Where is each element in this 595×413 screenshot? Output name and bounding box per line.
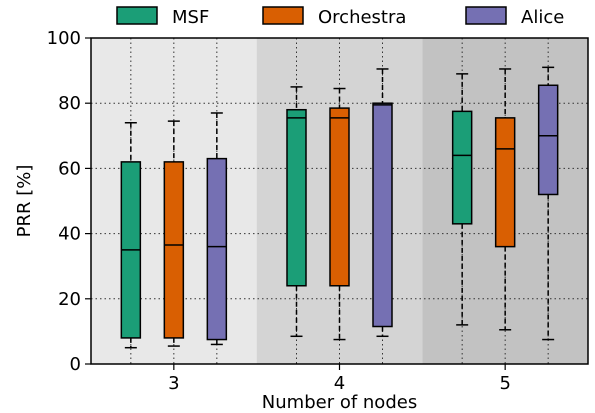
box-body <box>329 107 350 287</box>
box-body <box>451 110 473 225</box>
y-tick-label: 0 <box>70 354 81 375</box>
x-tick-label: 5 <box>499 373 510 394</box>
box-MSF-4 <box>286 86 307 338</box>
legend-swatch <box>116 6 158 25</box>
x-axis: 3 4 5 <box>168 364 511 394</box>
y-tick-label: 40 <box>58 224 81 245</box>
box-body <box>206 157 228 341</box>
x-tick-label: 3 <box>168 373 179 394</box>
legend-item-MSF: MSF <box>116 6 209 28</box>
y-axis-label: PRR [%] <box>14 165 35 238</box>
box-Orchestra-3 <box>163 120 185 347</box>
y-axis: 0 20 40 60 80 100 <box>47 28 91 375</box>
legend-label: MSF <box>172 7 209 28</box>
y-tick-label: 20 <box>58 289 81 310</box>
box-body <box>163 161 185 339</box>
y-tick-label: 60 <box>58 158 81 179</box>
box-Orchestra-4 <box>329 87 350 341</box>
legend-item-Orchestra: Orchestra <box>262 6 406 28</box>
legend-swatch <box>465 6 507 25</box>
box-body <box>494 117 516 248</box>
legend-label: Alice <box>521 7 564 28</box>
box-Orchestra-5 <box>494 68 516 331</box>
box-Alice-3 <box>206 112 228 346</box>
legend-label: Orchestra <box>318 7 406 28</box>
y-tick-label: 80 <box>58 93 81 114</box>
box-body <box>537 84 559 196</box>
legend-item-Alice: Alice <box>465 6 564 28</box>
box-Alice-5 <box>537 66 559 341</box>
box-MSF-3 <box>120 122 142 349</box>
legend: MSF Orchestra Alice <box>116 6 564 28</box>
y-tick-label: 100 <box>47 28 81 49</box>
box-Alice-4 <box>372 68 393 338</box>
x-axis-label: Number of nodes <box>262 392 417 413</box>
box-body <box>286 108 307 287</box>
box-MSF-5 <box>451 73 473 326</box>
boxes <box>120 66 559 349</box>
legend-swatch <box>262 6 304 25</box>
x-tick-label: 4 <box>334 373 345 394</box>
box-body <box>372 102 393 328</box>
